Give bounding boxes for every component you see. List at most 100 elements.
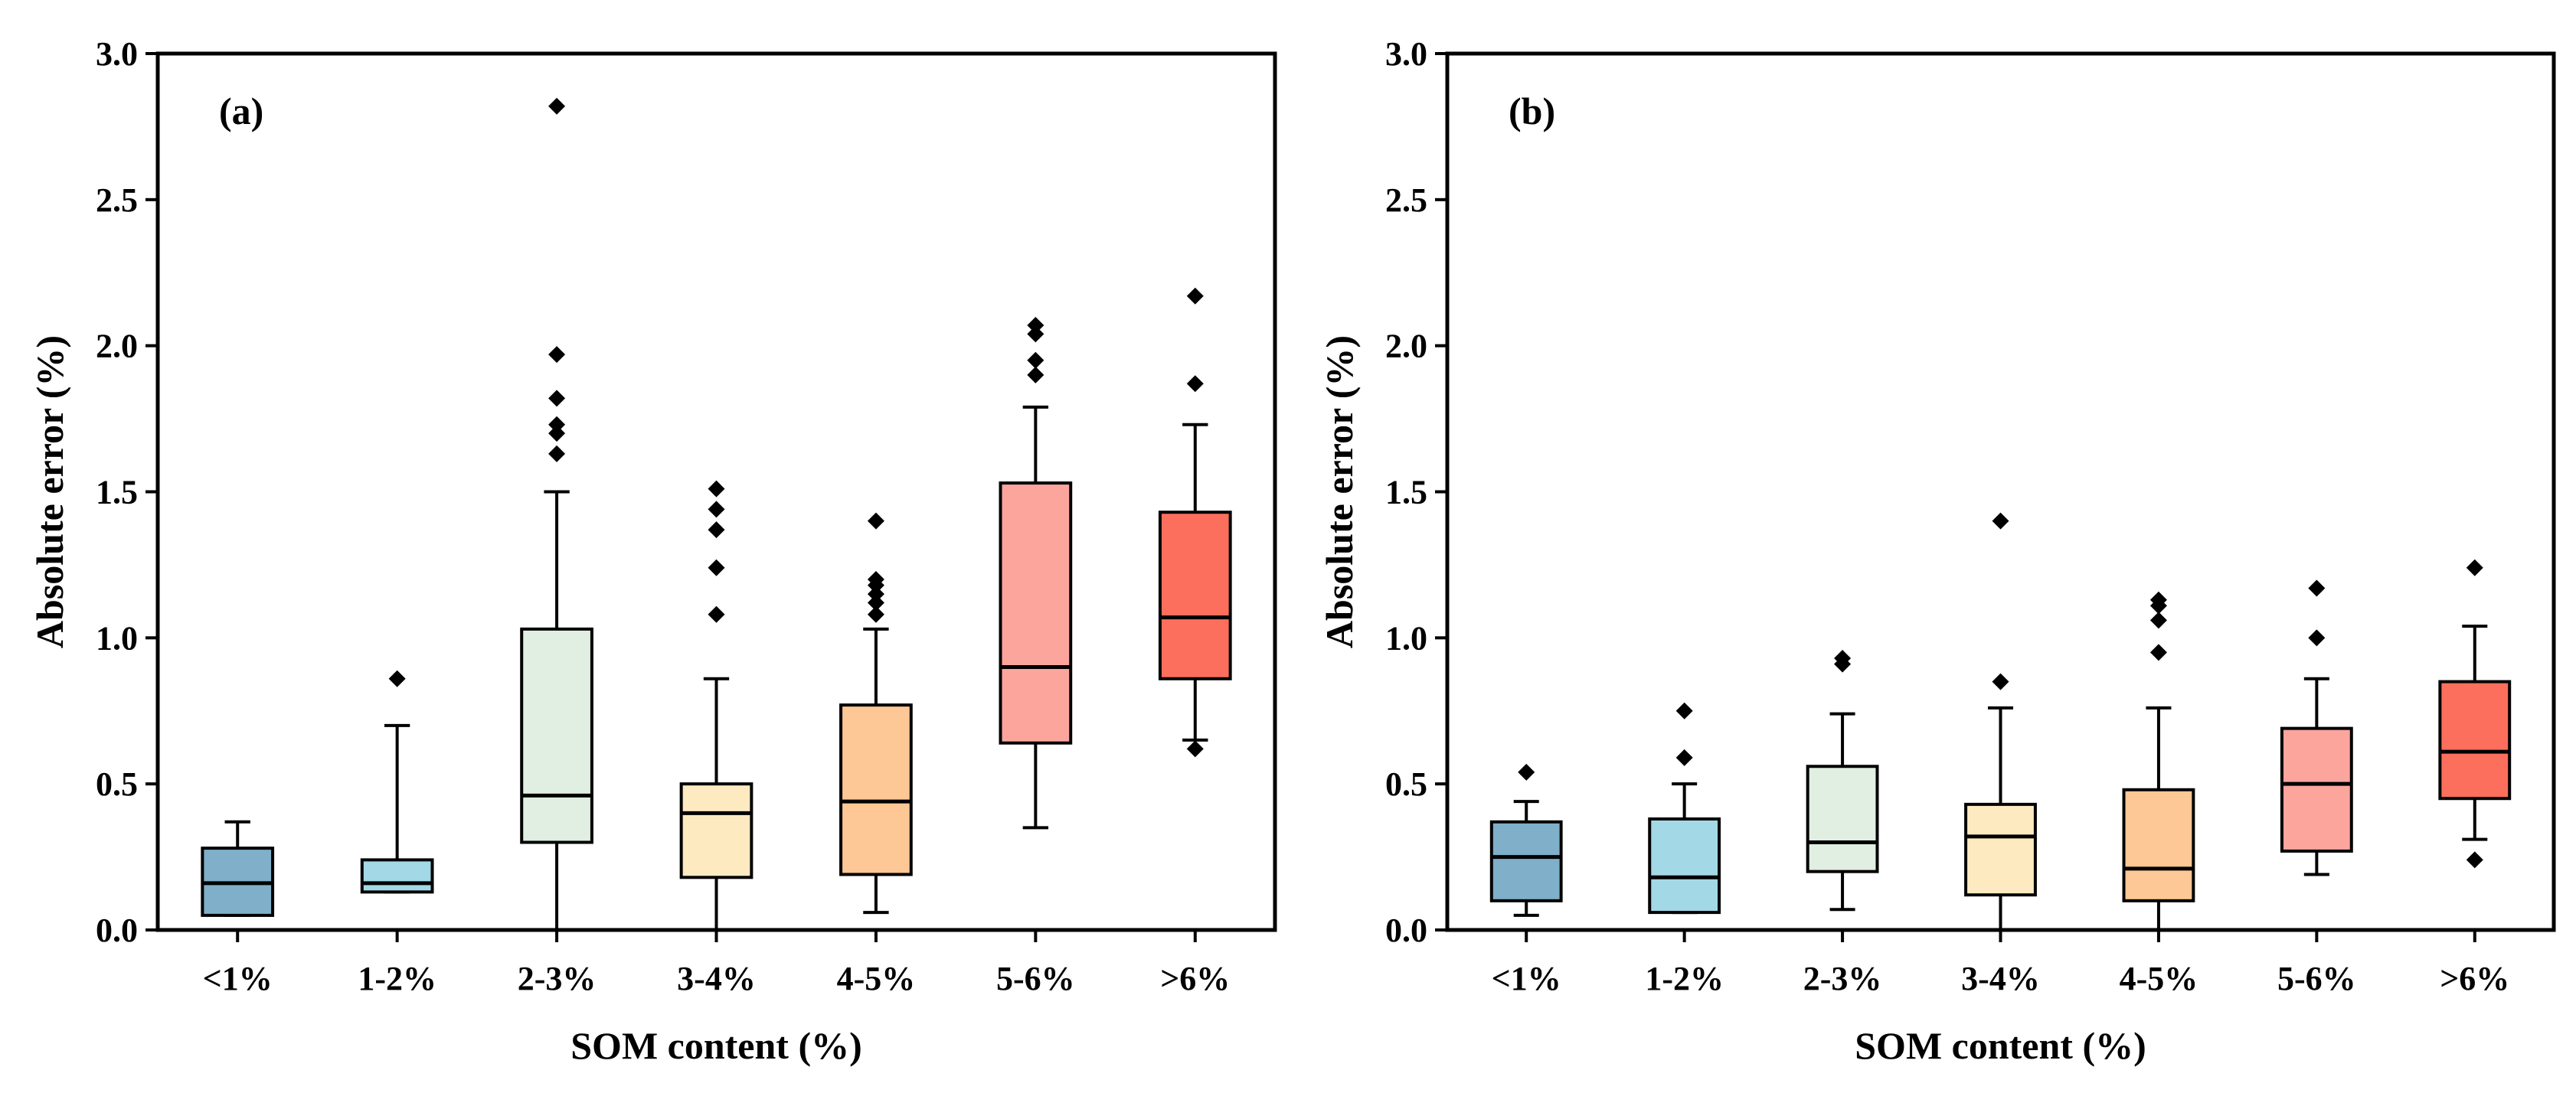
outlier-point	[2149, 612, 2167, 629]
outlier-point	[1186, 740, 1204, 758]
outlier-point	[1027, 316, 1044, 334]
box-2	[520, 97, 593, 931]
outlier-point	[1186, 375, 1204, 393]
outlier-point	[548, 97, 566, 115]
outlier-point	[1518, 763, 1535, 781]
outlier-point	[1186, 287, 1204, 305]
y-tick-label: 1.5	[96, 474, 138, 511]
y-tick-label: 3.0	[1385, 35, 1427, 73]
iqr-box	[360, 858, 434, 894]
panel-label: (b)	[1509, 90, 1555, 132]
box-4	[2122, 591, 2195, 931]
outlier-point	[708, 521, 725, 539]
y-axis-title: Absolute error (%)	[28, 335, 71, 648]
outlier-point	[867, 594, 884, 612]
outlier-point	[548, 416, 566, 433]
outlier-point	[2149, 644, 2167, 661]
outlier-point	[548, 445, 566, 462]
box-2	[1806, 650, 1879, 912]
iqr-box	[1489, 820, 1563, 902]
panel-label: (a)	[219, 90, 263, 132]
iqr-box	[1964, 802, 2037, 897]
iqr-box	[1648, 817, 1721, 915]
outlier-point	[388, 670, 406, 687]
x-tick-label: 4-5%	[837, 960, 916, 997]
iqr-box	[679, 782, 754, 879]
x-tick-label: 3-4%	[677, 960, 756, 997]
outlier-point	[2308, 579, 2326, 597]
box-4	[839, 512, 913, 915]
panel-a: 0.0 0.5 1.0 1.5 2.0 2.5 3.0 Absolute error (%) S…	[28, 35, 1277, 1067]
outlier-point	[1027, 325, 1044, 343]
outlier-point	[1027, 366, 1044, 383]
y-tick-label: 1.5	[1385, 474, 1427, 511]
y-tick-label: 0.0	[96, 912, 138, 949]
x-tick-label: 2-3%	[1803, 960, 1882, 997]
iqr-box	[839, 703, 913, 876]
x-tick-label: 3-4%	[1961, 960, 2040, 997]
y-tick-label: 1.0	[96, 619, 138, 657]
box-5	[999, 316, 1073, 830]
x-tick-label: >6%	[1160, 960, 1230, 997]
y-tick-label: 0.5	[1385, 765, 1427, 803]
outlier-point	[1992, 673, 2009, 690]
y-tick-label: 1.0	[1385, 619, 1427, 657]
x-tick-label: >6%	[2440, 960, 2509, 997]
box-3	[679, 480, 754, 931]
y-tick-label: 3.0	[96, 35, 138, 73]
box-3	[1964, 512, 2037, 931]
outlier-point	[548, 425, 566, 442]
x-tick-label: 5-6%	[996, 960, 1075, 997]
box-6	[1158, 287, 1232, 758]
y-tick-label: 2.0	[1385, 328, 1427, 365]
x-tick-label: 5-6%	[2277, 960, 2356, 997]
box-0	[1489, 763, 1563, 917]
outlier-point	[867, 571, 884, 588]
box-1	[360, 670, 434, 894]
box-1	[1648, 702, 1721, 915]
x-tick-label: 1-2%	[1645, 960, 1724, 997]
outlier-point	[1675, 702, 1693, 719]
outlier-point	[708, 605, 725, 623]
iqr-box	[1806, 765, 1879, 873]
x-tick-label: <1%	[1492, 960, 1561, 997]
y-tick-label: 2.0	[96, 328, 138, 365]
outlier-point	[867, 512, 884, 530]
outlier-point	[2149, 591, 2167, 608]
box-6	[2438, 559, 2512, 869]
x-tick-label: 2-3%	[518, 960, 597, 997]
outlier-point	[548, 390, 566, 407]
x-axis-title: SOM content (%)	[1855, 1024, 2146, 1067]
x-tick-label: 1-2%	[358, 960, 436, 997]
iqr-box	[520, 627, 593, 844]
outlier-point	[708, 559, 725, 576]
x-tick-label: <1%	[203, 960, 273, 997]
outlier-point	[1834, 650, 1852, 667]
box-0	[201, 820, 275, 917]
y-axis-title: Absolute error (%)	[1318, 335, 1361, 648]
outlier-point	[1675, 749, 1693, 766]
outlier-point	[2308, 629, 2326, 647]
outlier-point	[867, 605, 884, 623]
iqr-box	[999, 481, 1073, 745]
iqr-box	[2280, 726, 2353, 853]
x-tick-label: 4-5%	[2120, 960, 2198, 997]
y-tick-label: 2.5	[96, 181, 138, 219]
y-tick-label: 0.0	[1385, 912, 1427, 949]
outlier-point	[708, 480, 725, 498]
y-tick-label: 2.5	[1385, 181, 1427, 219]
iqr-box	[1158, 511, 1232, 680]
outlier-point	[1992, 512, 2009, 530]
panel-b: 0.0 0.5 1.0 1.5 2.0 2.5 3.0 Absolute error (%) S…	[1318, 35, 2556, 1067]
outlier-point	[867, 586, 884, 603]
y-tick-label: 0.5	[96, 765, 138, 803]
iqr-box	[2122, 788, 2195, 902]
box-5	[2280, 579, 2353, 876]
outlier-point	[548, 346, 566, 364]
outlier-point	[2466, 559, 2483, 576]
x-axis-title: SOM content (%)	[570, 1024, 862, 1067]
outlier-point	[708, 501, 725, 518]
iqr-box	[2438, 680, 2512, 801]
outlier-point	[2466, 851, 2483, 869]
